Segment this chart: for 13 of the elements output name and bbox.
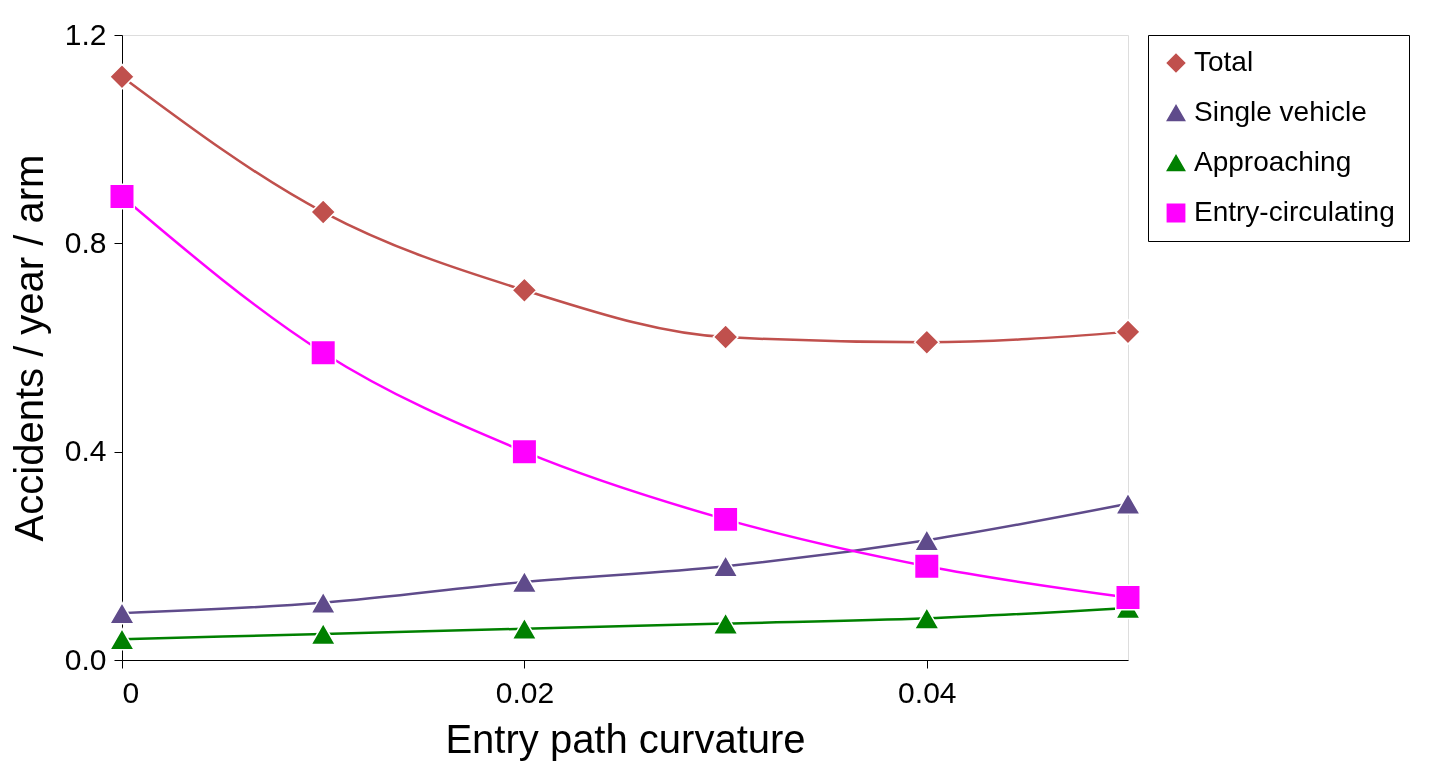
y-axis-title: Accidents / year / arm [6,154,51,542]
legend-label: Total [1194,46,1254,77]
y-tick-label: 0.0 [64,642,107,676]
x-tick-label: 0 [122,675,140,709]
legend-label: Single vehicle [1194,96,1367,127]
x-tick-label: 0.04 [898,675,957,709]
x-axis-title: Entry path curvature [445,716,806,761]
y-tick-label: 0.8 [64,225,107,259]
y-tick-label: 1.2 [64,17,107,51]
legend-label: Entry-circulating [1194,196,1395,227]
legend-label: Approaching [1194,146,1352,177]
y-tick-label: 0.4 [64,434,107,468]
x-tick-label: 0.02 [495,675,555,709]
